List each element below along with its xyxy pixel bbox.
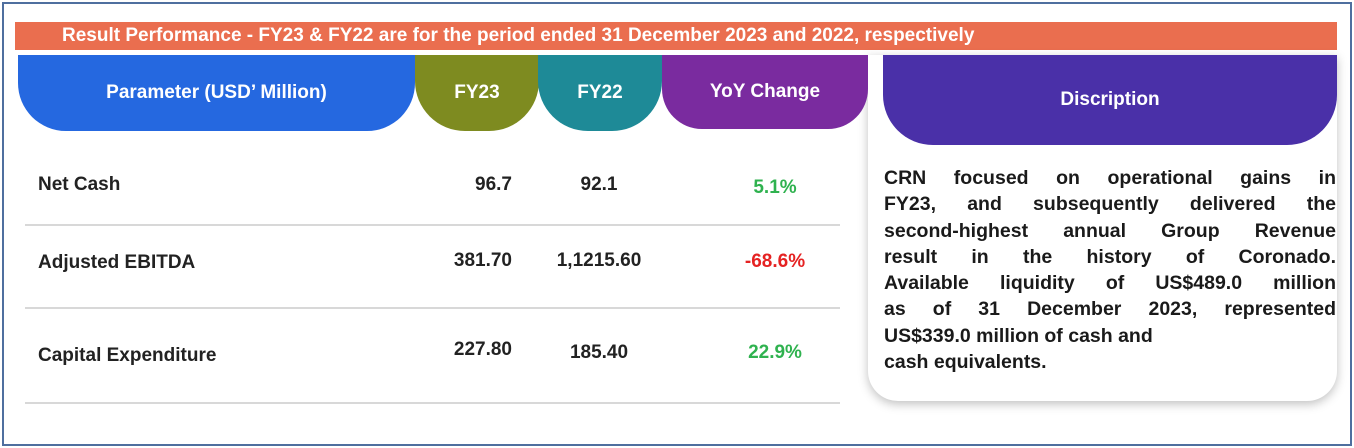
cell: 96.7 — [475, 174, 512, 195]
cell: 381.70 — [453, 250, 512, 271]
header-cell: FY23 — [415, 55, 539, 131]
text-line: second-highest annual Group Revenue — [884, 219, 1336, 242]
text-line: Available liquidity of US$489.0 million — [884, 272, 1336, 295]
cell: 1,1215.60 — [556, 250, 642, 271]
cell: 92.1 — [580, 174, 618, 195]
text-line: cash equivalents. — [884, 351, 1047, 374]
text-line: FY23, and subsequently delivered the — [884, 193, 1336, 216]
header-cell: Parameter (USD’ Million) — [18, 55, 415, 131]
row-rule — [25, 402, 840, 404]
header-cell: FY22 — [538, 55, 662, 131]
row-label: Adjusted EBITDA — [38, 252, 196, 273]
row-label: Net Cash — [38, 174, 121, 195]
description-header: Discription — [883, 55, 1337, 145]
description-text: CRN focused on operational gains in FY23… — [884, 165, 1336, 375]
cell: 5.1% — [753, 177, 797, 198]
row-label: Capital Expenditure — [38, 345, 217, 366]
cell: 227.80 — [453, 339, 512, 360]
cell: -68.6% — [744, 251, 806, 272]
row-rule — [25, 307, 840, 309]
row-rule — [25, 224, 840, 226]
text-line: CRN focused on operational gains in — [884, 167, 1336, 189]
text-line: as of 31 December 2023, represented — [884, 298, 1336, 321]
text-line: US$339.0 million of cash and — [884, 324, 1153, 347]
cell: 22.9% — [748, 342, 802, 363]
header-cell: YoY Change — [662, 55, 868, 129]
cell: 185.40 — [569, 342, 629, 363]
text-line: result in the history of Coronado. — [884, 245, 1336, 268]
banner: Result Performance - FY23 & FY22 are for… — [15, 22, 1337, 50]
